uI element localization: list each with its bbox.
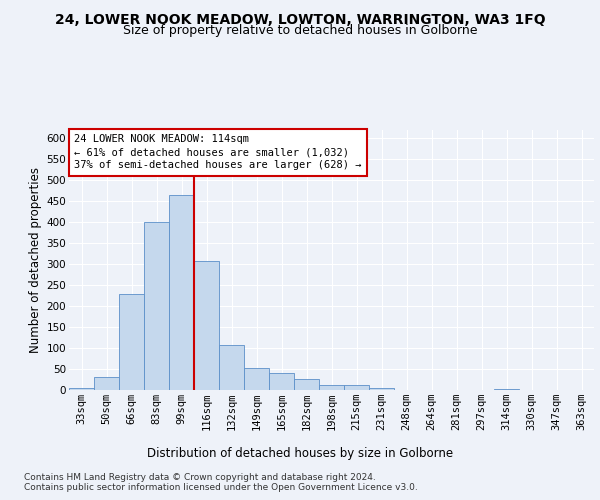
- Text: Size of property relative to detached houses in Golborne: Size of property relative to detached ho…: [123, 24, 477, 37]
- Bar: [494, 388, 519, 390]
- Bar: [119, 294, 144, 390]
- Bar: [319, 385, 344, 390]
- Bar: [144, 222, 169, 390]
- Bar: [244, 368, 269, 390]
- Bar: [344, 386, 369, 390]
- Text: 24, LOWER NOOK MEADOW, LOWTON, WARRINGTON, WA3 1FQ: 24, LOWER NOOK MEADOW, LOWTON, WARRINGTO…: [55, 12, 545, 26]
- Bar: [169, 195, 194, 390]
- Bar: [294, 379, 319, 390]
- Bar: [369, 388, 394, 390]
- Bar: [69, 388, 94, 390]
- Bar: [219, 344, 244, 390]
- Y-axis label: Number of detached properties: Number of detached properties: [29, 167, 43, 353]
- Text: 24 LOWER NOOK MEADOW: 114sqm
← 61% of detached houses are smaller (1,032)
37% of: 24 LOWER NOOK MEADOW: 114sqm ← 61% of de…: [74, 134, 362, 170]
- Text: Distribution of detached houses by size in Golborne: Distribution of detached houses by size …: [147, 448, 453, 460]
- Text: Contains HM Land Registry data © Crown copyright and database right 2024.
Contai: Contains HM Land Registry data © Crown c…: [24, 472, 418, 492]
- Bar: [269, 373, 294, 390]
- Bar: [194, 261, 219, 390]
- Bar: [94, 378, 119, 390]
